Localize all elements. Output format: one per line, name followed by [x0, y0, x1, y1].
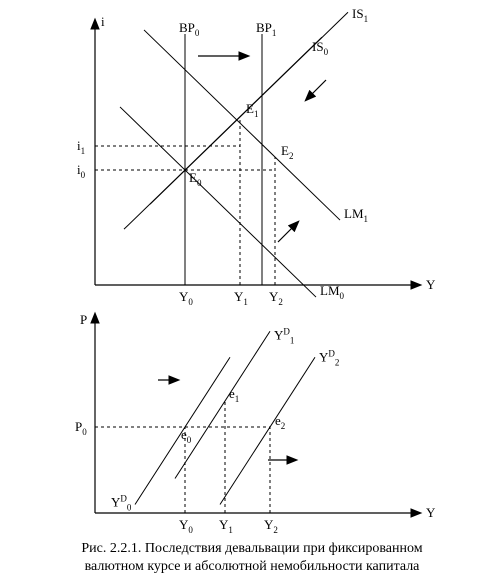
- bot-y2-label: Y2: [264, 517, 278, 535]
- lm1-line: [144, 30, 340, 220]
- yd0-label: YD0: [111, 494, 132, 513]
- e0-bot-label: e0: [181, 427, 192, 445]
- top-i-label: i: [101, 14, 105, 29]
- lm0-line: [120, 107, 316, 297]
- e2-bot-label: e2: [275, 413, 285, 431]
- is1-label: IS1: [352, 6, 368, 24]
- bp1-label: BP1: [256, 20, 276, 38]
- e0-top-label: E0: [189, 170, 202, 188]
- top-y0-label: Y0: [179, 289, 193, 307]
- is0-label: IS0: [312, 39, 329, 57]
- is-shift-arrow: [278, 222, 298, 242]
- bot-y0-label: Y0: [179, 517, 193, 535]
- diagram-svg: i Y BP0 BP1 LM0 LM1 IS1 IS0 i0 i1 Y0 Y1 Y2 E0 E1 E2 P Y YD…: [0, 0, 504, 583]
- p0-label: P0: [75, 419, 87, 437]
- yd2-label: YD2: [319, 348, 339, 367]
- bot-P-label: P: [80, 312, 87, 327]
- i0-label: i0: [77, 162, 86, 180]
- e2-top-label: E2: [281, 143, 293, 161]
- e1-top-label: E1: [246, 101, 258, 119]
- yd1-label: YD1: [274, 326, 294, 345]
- e1-bot-label: e1: [229, 386, 239, 404]
- yd2-line: [220, 357, 315, 504]
- top-Y-label: Y: [426, 277, 436, 292]
- lm-shift-arrow: [306, 80, 326, 100]
- yd1-line: [175, 331, 270, 478]
- top-y1-label: Y1: [234, 289, 248, 307]
- lm0-label: LM0: [320, 283, 345, 301]
- caption-line-1: Рис. 2.2.1. Последствия девальвации при …: [0, 541, 504, 557]
- top-y2-label: Y2: [269, 289, 283, 307]
- bot-Y-label: Y: [426, 505, 436, 520]
- bp0-label: BP0: [179, 20, 200, 38]
- lm1-label: LM1: [344, 206, 368, 224]
- caption-line-2: валютном курсе и абсолютной немобильност…: [0, 559, 504, 575]
- diagram-container: i Y BP0 BP1 LM0 LM1 IS1 IS0 i0 i1 Y0 Y1 Y2 E0 E1 E2 P Y YD…: [0, 0, 504, 583]
- bot-y1-label: Y1: [219, 517, 233, 535]
- i1-label: i1: [77, 138, 85, 156]
